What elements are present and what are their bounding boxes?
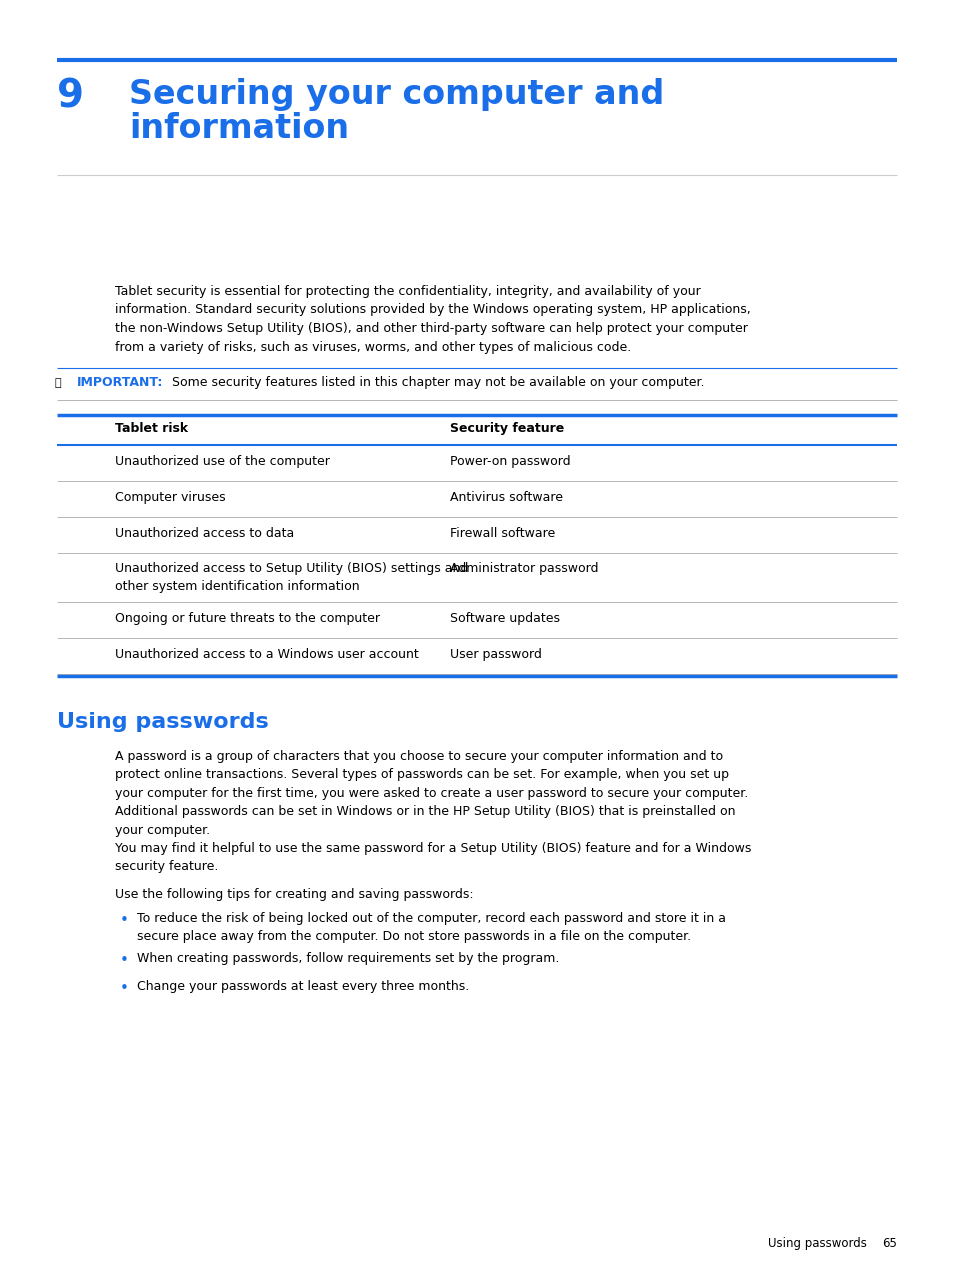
Text: Some security features listed in this chapter may not be available on your compu: Some security features listed in this ch… bbox=[160, 376, 703, 389]
Text: Tablet risk: Tablet risk bbox=[115, 422, 188, 436]
Text: •: • bbox=[120, 980, 129, 996]
Text: Using passwords: Using passwords bbox=[767, 1237, 866, 1250]
Text: User password: User password bbox=[450, 648, 541, 660]
Text: Power-on password: Power-on password bbox=[450, 455, 570, 467]
Text: Computer viruses: Computer viruses bbox=[115, 490, 226, 504]
Text: Tablet security is essential for protecting the confidentiality, integrity, and : Tablet security is essential for protect… bbox=[115, 284, 750, 353]
Text: When creating passwords, follow requirements set by the program.: When creating passwords, follow requirem… bbox=[137, 952, 558, 965]
Text: Administrator password: Administrator password bbox=[450, 563, 598, 575]
Text: •: • bbox=[120, 952, 129, 968]
Text: 📝: 📝 bbox=[55, 378, 62, 389]
Text: 9: 9 bbox=[57, 77, 84, 116]
Text: 65: 65 bbox=[882, 1237, 896, 1250]
Text: Unauthorized use of the computer: Unauthorized use of the computer bbox=[115, 455, 330, 467]
Text: Software updates: Software updates bbox=[450, 612, 559, 625]
Text: Unauthorized access to data: Unauthorized access to data bbox=[115, 527, 294, 540]
Text: Firewall software: Firewall software bbox=[450, 527, 555, 540]
Text: Ongoing or future threats to the computer: Ongoing or future threats to the compute… bbox=[115, 612, 379, 625]
Text: Unauthorized access to a Windows user account: Unauthorized access to a Windows user ac… bbox=[115, 648, 418, 660]
Text: To reduce the risk of being locked out of the computer, record each password and: To reduce the risk of being locked out o… bbox=[137, 912, 725, 944]
Text: information: information bbox=[129, 112, 349, 145]
Text: Using passwords: Using passwords bbox=[57, 712, 269, 732]
Text: Securing your computer and: Securing your computer and bbox=[129, 77, 663, 110]
Text: Use the following tips for creating and saving passwords:: Use the following tips for creating and … bbox=[115, 888, 473, 900]
Text: •: • bbox=[120, 913, 129, 928]
Text: Antivirus software: Antivirus software bbox=[450, 490, 562, 504]
Text: A password is a group of characters that you choose to secure your computer info: A password is a group of characters that… bbox=[115, 749, 747, 837]
Text: Change your passwords at least every three months.: Change your passwords at least every thr… bbox=[137, 980, 469, 993]
Text: Security feature: Security feature bbox=[450, 422, 563, 436]
Text: IMPORTANT:: IMPORTANT: bbox=[77, 376, 163, 389]
Text: You may find it helpful to use the same password for a Setup Utility (BIOS) feat: You may find it helpful to use the same … bbox=[115, 842, 751, 874]
Text: Unauthorized access to Setup Utility (BIOS) settings and
other system identifica: Unauthorized access to Setup Utility (BI… bbox=[115, 563, 468, 593]
